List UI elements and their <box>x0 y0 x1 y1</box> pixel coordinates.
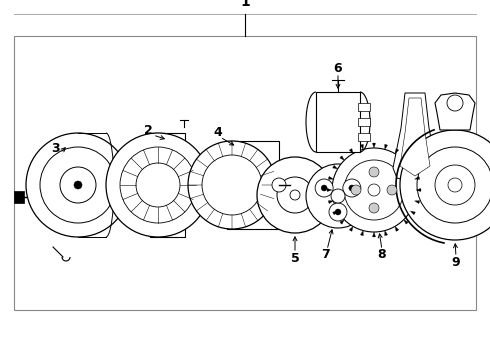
Wedge shape <box>395 149 399 154</box>
Text: 3: 3 <box>50 141 59 154</box>
Circle shape <box>277 177 313 213</box>
Circle shape <box>106 133 210 237</box>
Bar <box>358 133 370 141</box>
Circle shape <box>448 178 462 192</box>
Wedge shape <box>395 226 399 231</box>
Circle shape <box>188 141 276 229</box>
Wedge shape <box>361 230 364 235</box>
Wedge shape <box>410 165 415 169</box>
Wedge shape <box>328 176 333 179</box>
Circle shape <box>257 157 333 233</box>
Wedge shape <box>404 220 408 224</box>
Bar <box>358 118 370 126</box>
Bar <box>316 92 360 152</box>
Circle shape <box>335 209 341 215</box>
Circle shape <box>74 181 82 189</box>
Circle shape <box>329 203 347 221</box>
Bar <box>14 191 24 203</box>
Bar <box>358 103 370 111</box>
Wedge shape <box>333 165 338 169</box>
Text: 2: 2 <box>144 123 152 136</box>
Circle shape <box>332 148 416 232</box>
Circle shape <box>447 95 463 111</box>
Wedge shape <box>415 201 419 204</box>
Circle shape <box>351 185 361 195</box>
Circle shape <box>400 130 490 240</box>
Wedge shape <box>327 188 332 192</box>
Wedge shape <box>340 156 344 160</box>
Circle shape <box>349 185 355 191</box>
Wedge shape <box>349 149 353 154</box>
Text: 8: 8 <box>378 248 386 261</box>
Text: 6: 6 <box>334 62 343 75</box>
Wedge shape <box>361 144 364 149</box>
Circle shape <box>435 165 475 205</box>
Circle shape <box>272 178 286 192</box>
Circle shape <box>369 167 379 177</box>
Wedge shape <box>415 176 419 179</box>
Text: 4: 4 <box>214 126 222 139</box>
Wedge shape <box>385 230 388 235</box>
Wedge shape <box>372 232 375 237</box>
Bar <box>227 141 279 229</box>
Circle shape <box>26 133 130 237</box>
Circle shape <box>343 179 361 197</box>
Text: 7: 7 <box>320 248 329 261</box>
Text: 5: 5 <box>291 252 299 265</box>
Text: 9: 9 <box>452 256 460 269</box>
Circle shape <box>306 164 370 228</box>
Wedge shape <box>404 156 408 160</box>
Circle shape <box>331 189 345 203</box>
Bar <box>14 36 476 310</box>
Circle shape <box>369 203 379 213</box>
Circle shape <box>344 160 404 220</box>
Wedge shape <box>333 211 338 215</box>
Wedge shape <box>410 211 415 215</box>
Circle shape <box>40 147 116 223</box>
Circle shape <box>60 167 96 203</box>
Wedge shape <box>372 143 375 148</box>
Polygon shape <box>393 93 437 183</box>
Circle shape <box>368 184 380 196</box>
Circle shape <box>136 163 180 207</box>
Wedge shape <box>349 226 353 231</box>
Circle shape <box>315 179 333 197</box>
Circle shape <box>120 147 196 223</box>
Wedge shape <box>416 188 421 192</box>
Wedge shape <box>385 144 388 149</box>
Polygon shape <box>435 93 475 130</box>
Bar <box>150 133 185 237</box>
Wedge shape <box>328 201 333 204</box>
Circle shape <box>387 185 397 195</box>
Circle shape <box>321 185 327 191</box>
Polygon shape <box>400 98 430 176</box>
Text: 1: 1 <box>240 0 250 9</box>
Circle shape <box>290 190 300 200</box>
Circle shape <box>202 155 262 215</box>
Circle shape <box>417 147 490 223</box>
Wedge shape <box>340 220 344 224</box>
